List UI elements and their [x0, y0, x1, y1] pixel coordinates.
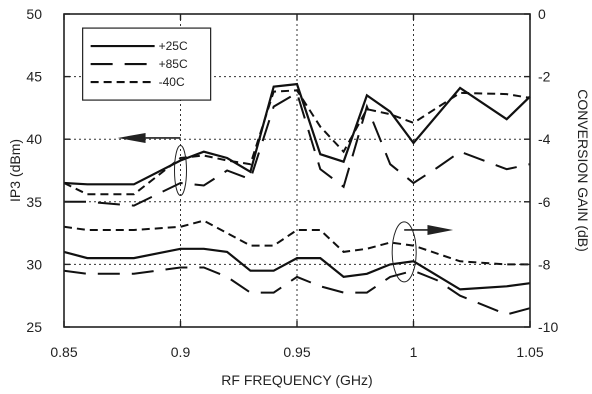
x-tick-label: 0.85 — [50, 344, 77, 360]
legend-label-minus40c: -40C — [159, 75, 185, 89]
tick-labels: 0.85 0.9 0.95 1 1.05 25 30 35 40 45 50 -10 -8 -6 -4 -2 0 — [26, 6, 558, 360]
right-tick-label: -8 — [538, 256, 551, 272]
left-axis-title: IP3 (dBm) — [7, 139, 23, 202]
annotations — [117, 132, 454, 283]
x-axis-title: RF FREQUENCY (GHz) — [221, 372, 372, 388]
x-tick-label: 0.9 — [171, 344, 191, 360]
series-line-right-plus25c — [63, 247, 531, 291]
left-tick-label: 30 — [26, 256, 42, 272]
x-tick-label: 1.05 — [516, 344, 543, 360]
tick-marks — [63, 13, 531, 328]
left-tick-label: 35 — [26, 194, 42, 210]
left-tick-label: 45 — [26, 69, 42, 85]
series-layer — [63, 82, 531, 316]
right-axis-group-ellipse — [391, 221, 417, 283]
legend-label-25c: +25C — [159, 39, 188, 53]
left-tick-label: 40 — [26, 131, 42, 147]
left-tick-label: 25 — [26, 319, 42, 335]
series-line-left-plus85c — [64, 91, 531, 207]
right-arrow-icon — [427, 224, 454, 235]
right-axis-title: CONVERSION GAIN (dB) — [575, 89, 591, 252]
right-tick-label: -2 — [538, 69, 551, 85]
series-line-left-plus25c — [63, 82, 531, 186]
grid-lines — [64, 14, 530, 327]
left-axis-group-ellipse — [174, 145, 187, 196]
right-tick-label: -6 — [538, 194, 551, 210]
left-arrow-icon — [117, 132, 146, 143]
series-line-left-minus40c — [63, 89, 531, 196]
right-tick-label: -10 — [538, 319, 558, 335]
legend: +25C +85C -40C — [82, 27, 212, 101]
right-tick-label: 0 — [538, 6, 546, 22]
right-tick-label: -4 — [538, 131, 551, 147]
left-tick-label: 50 — [26, 6, 42, 22]
series-line-right-plus85c — [63, 266, 531, 316]
x-tick-label: 1 — [410, 344, 418, 360]
x-tick-label: 0.95 — [283, 344, 310, 360]
legend-label-85c: +85C — [159, 57, 188, 71]
